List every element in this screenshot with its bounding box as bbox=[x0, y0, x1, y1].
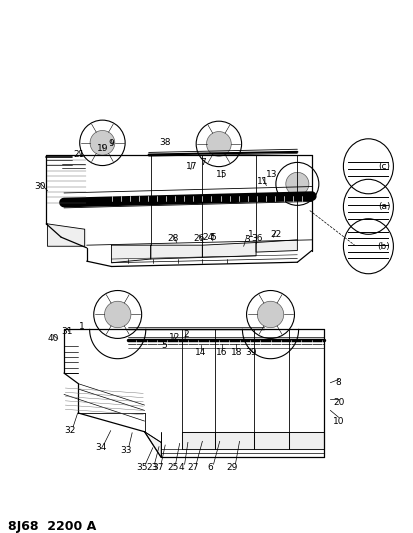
Text: 26: 26 bbox=[194, 235, 205, 243]
Text: 18: 18 bbox=[230, 349, 242, 357]
Ellipse shape bbox=[257, 301, 284, 328]
Ellipse shape bbox=[104, 301, 131, 328]
Text: 30: 30 bbox=[35, 182, 46, 191]
Text: 3: 3 bbox=[244, 236, 250, 244]
Text: (a): (a) bbox=[378, 203, 390, 211]
Polygon shape bbox=[182, 432, 215, 449]
Text: 7: 7 bbox=[200, 158, 206, 167]
Text: 5: 5 bbox=[161, 341, 167, 350]
Text: 39: 39 bbox=[245, 349, 257, 357]
Ellipse shape bbox=[90, 131, 115, 155]
Text: 9: 9 bbox=[109, 140, 114, 148]
Text: 13: 13 bbox=[266, 171, 277, 179]
Text: 12: 12 bbox=[169, 334, 180, 342]
Text: 17: 17 bbox=[186, 162, 198, 171]
Polygon shape bbox=[151, 245, 202, 259]
Text: 16: 16 bbox=[216, 349, 228, 357]
Text: 4: 4 bbox=[179, 464, 185, 472]
Text: 15: 15 bbox=[216, 171, 228, 179]
Polygon shape bbox=[112, 245, 151, 263]
Polygon shape bbox=[47, 224, 85, 246]
Text: 23: 23 bbox=[146, 464, 157, 472]
Text: 21: 21 bbox=[74, 150, 85, 159]
Text: 10: 10 bbox=[333, 417, 344, 425]
Text: (c): (c) bbox=[378, 162, 390, 171]
Text: 8J68  2200 A: 8J68 2200 A bbox=[8, 520, 97, 532]
Text: 6: 6 bbox=[208, 464, 214, 472]
Text: 31: 31 bbox=[62, 327, 73, 336]
Polygon shape bbox=[202, 243, 256, 257]
Text: 20: 20 bbox=[333, 398, 344, 407]
Text: 40: 40 bbox=[47, 334, 59, 343]
Text: 1: 1 bbox=[78, 322, 84, 330]
Text: 32: 32 bbox=[64, 426, 76, 435]
Text: 25: 25 bbox=[167, 464, 178, 472]
Ellipse shape bbox=[206, 132, 231, 156]
Text: 14: 14 bbox=[195, 349, 207, 357]
Polygon shape bbox=[254, 432, 289, 449]
Text: 1: 1 bbox=[248, 230, 254, 239]
Text: 24: 24 bbox=[202, 233, 214, 241]
Text: 38: 38 bbox=[159, 138, 171, 147]
Polygon shape bbox=[145, 432, 161, 457]
Text: 22: 22 bbox=[270, 230, 282, 239]
Text: (b): (b) bbox=[378, 242, 390, 251]
Text: 33: 33 bbox=[120, 446, 132, 455]
Text: 29: 29 bbox=[227, 464, 238, 472]
Polygon shape bbox=[256, 240, 297, 252]
Text: 8: 8 bbox=[336, 378, 342, 387]
Text: 19: 19 bbox=[97, 144, 108, 152]
Text: 28: 28 bbox=[167, 235, 178, 243]
Text: 5: 5 bbox=[211, 233, 216, 241]
Text: 35: 35 bbox=[137, 464, 148, 472]
Text: 27: 27 bbox=[188, 464, 199, 472]
Polygon shape bbox=[289, 432, 324, 449]
Polygon shape bbox=[215, 432, 254, 449]
Text: 2: 2 bbox=[183, 330, 189, 339]
Ellipse shape bbox=[286, 172, 309, 196]
Text: 34: 34 bbox=[95, 443, 107, 452]
Text: 11: 11 bbox=[256, 177, 268, 185]
Text: 37: 37 bbox=[152, 464, 164, 472]
Text: 36: 36 bbox=[251, 235, 263, 243]
